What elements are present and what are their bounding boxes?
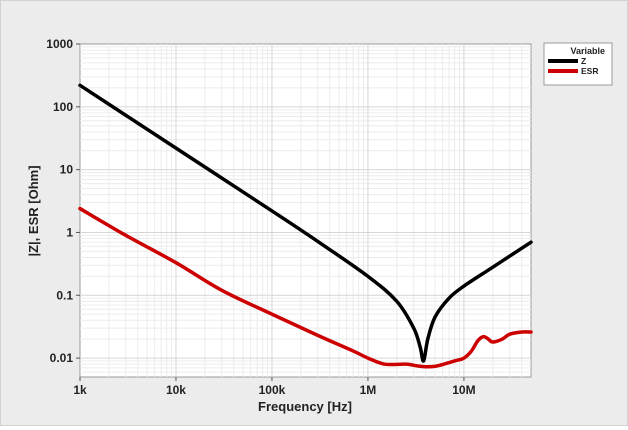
legend-label-z: Z	[581, 56, 586, 66]
series-line-z	[78, 83, 533, 363]
x-tick-label: 10M	[452, 383, 475, 397]
legend-box	[543, 42, 613, 86]
series-layer	[78, 83, 533, 369]
legend-label-esr: ESR	[581, 66, 598, 76]
x-tick-label: 100k	[259, 383, 286, 397]
y-tick-label: 0.01	[50, 351, 74, 365]
legend-title: Variable	[570, 46, 605, 56]
x-tick-label: 1M	[360, 383, 377, 397]
y-tick-label: 10	[60, 163, 74, 177]
x-tick-label: 1k	[73, 383, 87, 397]
y-tick-label: 1	[66, 225, 73, 239]
y-tick-label: 1000	[46, 37, 73, 51]
y-tick-label: 100	[53, 100, 73, 114]
y-tick-label: 0.1	[56, 288, 73, 302]
major-grid	[80, 44, 531, 377]
plot-area	[79, 43, 532, 378]
series-line-esr	[78, 206, 533, 369]
y-axis-label: |Z|, ESR [Ohm]	[26, 165, 41, 256]
x-axis-label: Frequency [Hz]	[258, 399, 352, 414]
x-tick-label: 10k	[166, 383, 186, 397]
axes-layer: 1k 10k 100k 1M 10M 0.01 0.1 1 10 100 1000	[46, 37, 475, 397]
